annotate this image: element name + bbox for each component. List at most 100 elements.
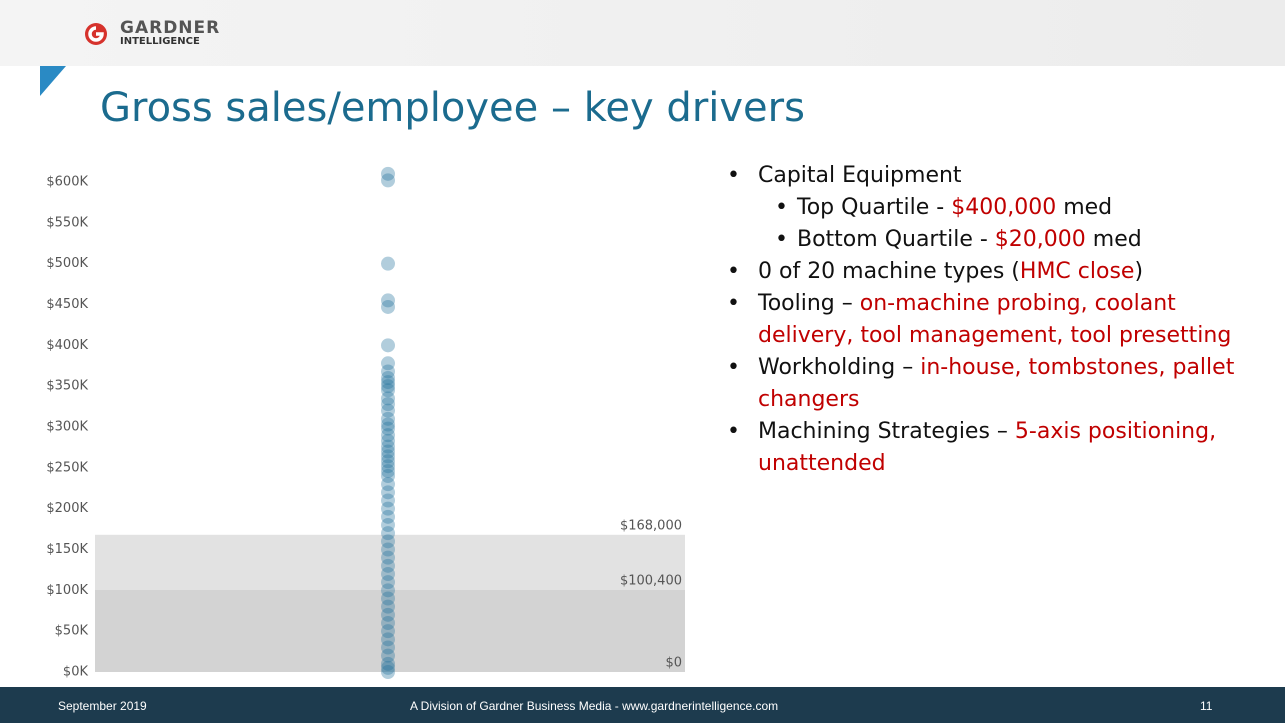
footer: September 2019 A Division of Gardner Bus…: [0, 687, 1285, 723]
bullet-text: med: [1085, 227, 1142, 252]
point: [381, 371, 395, 385]
page-number: 11: [1200, 699, 1213, 713]
logo-text: INTELLIGENCE: [120, 36, 200, 47]
point: [381, 534, 395, 549]
bullet-text: $400,000: [951, 195, 1057, 220]
point: [381, 293, 395, 308]
point: [381, 464, 395, 479]
reference-band: [95, 590, 685, 672]
y-tick-label: $250K: [46, 460, 88, 475]
y-tick-label: $600K: [46, 175, 88, 190]
bullet: 0 of 20 machine types (HMC close): [727, 256, 1277, 288]
point: [381, 379, 395, 394]
point: [381, 417, 395, 432]
point: [381, 550, 395, 565]
bullet: Capital Equipment: [727, 160, 1277, 192]
point: [381, 256, 395, 271]
point: [381, 660, 395, 675]
bullet-text: med: [1056, 195, 1113, 220]
corner-accent: [40, 66, 66, 96]
point: [381, 375, 395, 390]
bullet: Tooling – on-machine probing, coolant de…: [727, 288, 1277, 352]
logo-text: GARDNER: [120, 18, 221, 38]
bullet-text: Capital Equipment: [758, 163, 962, 188]
bullet-text: HMC close: [1019, 259, 1135, 284]
point: [381, 640, 395, 655]
point: [381, 518, 395, 532]
chart: $168,000 $100,400 $0 $0K $50K $100K $150K $200K…: [46, 166, 685, 680]
point: [381, 173, 395, 188]
point: [381, 397, 395, 412]
footer-date: September 2019: [58, 699, 147, 713]
point: [381, 444, 395, 459]
point: [381, 421, 395, 436]
band-label: $0: [665, 656, 682, 671]
y-tick-label: $300K: [46, 420, 88, 435]
point: [381, 583, 395, 598]
point: [381, 403, 395, 418]
y-tick-label: $550K: [46, 215, 88, 230]
point: [381, 656, 395, 671]
point: [381, 477, 395, 492]
y-tick-label: $100K: [46, 583, 88, 598]
point: [381, 542, 395, 557]
bullet-text: Tooling –: [758, 291, 860, 316]
point: [381, 591, 395, 606]
y-tick-label: $500K: [46, 256, 88, 271]
band-label: $168,000: [620, 518, 682, 533]
bullet-text: Machining Strategies –: [758, 419, 1015, 444]
point: [381, 299, 395, 314]
footer-text: A Division of Gardner Business Media - w…: [410, 699, 779, 713]
point: [381, 575, 395, 590]
point: [381, 166, 395, 181]
point: [381, 501, 395, 516]
point: [381, 632, 395, 647]
y-tick-label: $450K: [46, 297, 88, 312]
y-tick-label: $150K: [46, 542, 88, 557]
point: [381, 485, 395, 500]
point: [381, 449, 395, 464]
point: [381, 526, 395, 541]
y-tick-label: $350K: [46, 379, 88, 394]
bullet-text: 0 of 20 machine types (: [758, 259, 1020, 284]
bullet-text: Bottom Quartile -: [797, 227, 995, 252]
point: [381, 493, 395, 508]
bullet: Workholding – in-house, tombstones, pall…: [727, 352, 1277, 416]
y-tick-label: $50K: [55, 624, 89, 639]
point: [381, 607, 395, 622]
bullet-list: Capital Equipment Top Quartile - $400,000…: [727, 160, 1277, 480]
point: [381, 624, 395, 639]
point: [381, 356, 395, 371]
point: [381, 648, 395, 663]
slide-title: Gross sales/employee – key drivers: [100, 85, 805, 131]
point: [381, 567, 395, 581]
bullet-text: on-machine probing, coolant delivery, to…: [758, 291, 1232, 348]
bullet-text: ): [1134, 259, 1144, 284]
bullet: Top Quartile - $400,000 med: [775, 192, 1277, 224]
point: [381, 469, 395, 483]
bullet-text: 5-axis positioning, unattended: [758, 419, 1217, 476]
logo-icon: [85, 23, 107, 45]
bullet-text: $20,000: [994, 227, 1086, 252]
point: [381, 599, 395, 614]
point: [381, 454, 395, 469]
point: [381, 433, 395, 448]
point: [381, 338, 395, 353]
point: [381, 383, 395, 398]
bullet-text: in-house, tombstones, pallet changers: [758, 355, 1235, 412]
band-label: $100,400: [620, 574, 682, 589]
point: [381, 364, 395, 379]
point: [381, 391, 395, 406]
point: [381, 411, 395, 426]
point: [381, 439, 395, 454]
y-tick-label: $200K: [46, 501, 88, 516]
bullet-text: Workholding –: [758, 355, 921, 380]
point: [381, 616, 395, 630]
bullet: Bottom Quartile - $20,000 med: [775, 224, 1277, 256]
bullet-text: Top Quartile -: [797, 195, 952, 220]
bullet: Machining Strategies – 5-axis positionin…: [727, 416, 1277, 480]
point: [381, 509, 395, 524]
point: [381, 428, 395, 443]
point: [381, 558, 395, 573]
